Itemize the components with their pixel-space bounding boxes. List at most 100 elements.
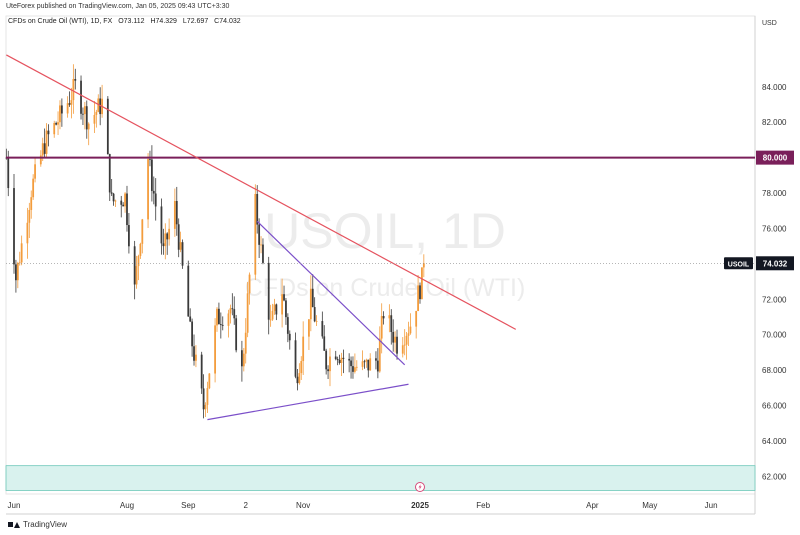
candle-body	[302, 336, 305, 362]
candle-body	[120, 200, 123, 205]
symbol-title[interactable]: CFDs on Crude Oil (WTI), 1D, FX	[8, 18, 113, 25]
candle	[177, 218, 180, 258]
price-tick-label: 70.000	[762, 331, 787, 340]
level-80-label: 80.000	[763, 154, 788, 163]
candle-body	[195, 354, 197, 361]
candle-body	[47, 130, 50, 135]
candle-body	[242, 353, 245, 367]
candle-body	[396, 336, 398, 354]
candle-body	[262, 244, 264, 263]
candle-body	[338, 359, 341, 363]
candle-body	[288, 333, 291, 341]
candle-body	[309, 288, 312, 320]
candle	[285, 297, 287, 325]
tradingview-brand[interactable]: TradingView	[8, 520, 67, 529]
candle-body	[168, 228, 171, 240]
last-price-symbol-tag	[724, 257, 753, 270]
candle	[248, 272, 251, 305]
candle-body	[177, 224, 180, 250]
candle	[18, 251, 21, 266]
candle	[55, 121, 58, 126]
candle-body	[99, 98, 102, 115]
candle	[275, 303, 278, 321]
candle	[323, 325, 326, 351]
candle	[60, 98, 63, 127]
candle-body	[187, 265, 190, 317]
candle	[327, 365, 329, 380]
event-marker-icon[interactable]	[415, 482, 425, 492]
candle	[375, 351, 377, 370]
candle	[401, 337, 404, 358]
candle-body	[336, 359, 339, 360]
candle-body	[422, 263, 425, 268]
candle	[281, 278, 284, 328]
candle-body	[235, 318, 238, 351]
candle-body	[30, 197, 33, 210]
candle	[93, 101, 96, 134]
candle	[334, 350, 337, 361]
candle-body	[350, 360, 352, 367]
candle-body	[72, 79, 75, 101]
candle	[45, 123, 48, 158]
time-tick-label: Jun	[705, 501, 718, 510]
candle-body	[166, 233, 169, 240]
time-tick-label: 2025	[411, 501, 429, 510]
candle-body	[200, 354, 203, 389]
candle-body	[112, 193, 115, 202]
candle-body	[298, 373, 301, 384]
candle	[150, 145, 153, 202]
candle-body	[55, 122, 58, 125]
candle	[95, 109, 98, 128]
price-tick-label: 72.000	[762, 295, 787, 304]
candle	[187, 260, 190, 317]
candle	[193, 334, 195, 366]
candle	[286, 313, 289, 343]
candle-body	[273, 304, 276, 311]
candle-body	[87, 123, 90, 130]
candle-body	[34, 164, 36, 179]
candle-body	[45, 130, 48, 154]
candle	[421, 267, 423, 300]
candle	[154, 178, 157, 221]
candle-body	[421, 267, 423, 300]
candle-body	[141, 219, 144, 244]
candle-body	[340, 357, 343, 363]
symbol-ohlc-line: CFDs on Crude Oil (WTI), 1D, FX O73.112 …	[8, 18, 245, 25]
candle	[133, 240, 136, 300]
time-tick-label: Sep	[181, 501, 196, 510]
candle-body	[390, 315, 393, 332]
candle-body	[325, 350, 328, 370]
ohlc-high: H74.329	[150, 18, 177, 25]
candle	[175, 186, 178, 236]
candle	[329, 348, 331, 387]
candle-body	[80, 80, 82, 114]
candle-body	[283, 294, 285, 301]
candle	[80, 75, 82, 120]
candle-body	[114, 200, 117, 202]
candle	[219, 312, 222, 339]
candle-body	[28, 209, 31, 223]
candle	[338, 354, 341, 365]
candle-body	[43, 143, 46, 154]
candle	[189, 308, 192, 323]
candle-body	[175, 200, 178, 225]
candle	[313, 297, 316, 323]
candle-body	[135, 266, 138, 285]
currency-label: USD	[762, 20, 777, 27]
price-tick-label: 68.000	[762, 366, 787, 375]
candle	[66, 96, 69, 118]
candle	[114, 199, 117, 207]
candle-body	[16, 263, 19, 281]
candle	[363, 359, 366, 369]
candle	[235, 314, 238, 353]
candle	[70, 87, 73, 119]
candle	[83, 101, 86, 130]
candle-body	[13, 188, 15, 265]
candles-group	[5, 64, 425, 419]
candle-body	[308, 319, 310, 337]
price-tick-label: 62.000	[762, 472, 787, 481]
candle-body	[202, 388, 205, 410]
support-zone	[5, 465, 756, 491]
candle-body	[216, 308, 218, 326]
